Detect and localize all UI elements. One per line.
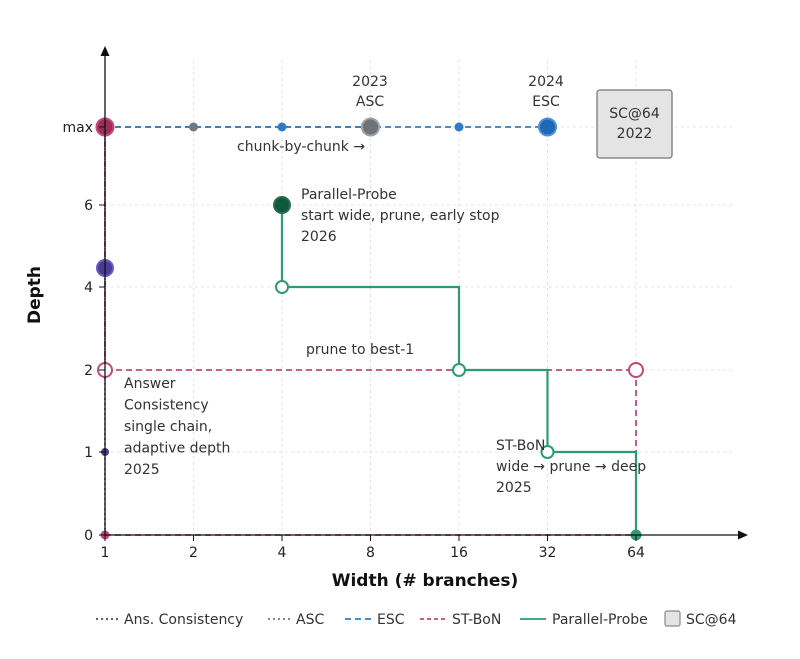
legend-label-stbon: ST-BoN <box>452 612 501 628</box>
x-tick-label-8: 8 <box>366 545 375 561</box>
chunk-annotation: chunk-by-chunk → <box>237 139 365 155</box>
stbon-annotation: ST-BoN wide → prune → deep 2025 <box>496 438 646 496</box>
y-axis-arrow <box>100 46 110 56</box>
stbon-annotation-line-1: wide → prune → deep <box>496 459 646 475</box>
prune-annotation: prune to best-1 <box>306 342 414 358</box>
asc-annotation-line-0: 2023 <box>352 74 388 90</box>
asc-point-2 <box>189 122 198 132</box>
legend-item-sc64: SC@64 <box>664 610 737 628</box>
esc-point-32 <box>538 117 557 137</box>
x-axis-title: Width (# branches) <box>332 571 519 591</box>
stbon-annotation-line-0: ST-BoN <box>496 438 545 454</box>
asc-annotation-line-1: ASC <box>356 94 384 110</box>
pp-annotation-line-1: start wide, prune, early stop <box>301 208 500 224</box>
pp-annotation: Parallel-Probe start wide, prune, early s… <box>301 187 500 245</box>
x-axis-arrow <box>738 530 748 540</box>
esc-annotation: 2024 ESC <box>528 74 564 110</box>
pp-annotation-line-2: 2026 <box>301 229 337 245</box>
y-axis-title: Depth <box>25 266 45 324</box>
y-tick-label-4: 4 <box>84 280 93 296</box>
sc64-box <box>596 89 673 159</box>
pp-point-16-2 <box>452 363 466 377</box>
x-tick-label-32: 32 <box>539 545 557 561</box>
series-layer <box>95 117 644 541</box>
x-tick-label-4: 4 <box>278 545 287 561</box>
series-line-pp <box>280 205 638 535</box>
legend-item-asc: ASC <box>268 612 324 628</box>
legend-item-pp: Parallel-Probe <box>520 612 648 628</box>
esc-annotation-line-1: ESC <box>532 94 560 110</box>
legend-label-sc64: SC@64 <box>686 612 737 628</box>
esc-annotation-line-0: 2024 <box>528 74 564 90</box>
pp-annotation-line-0: Parallel-Probe <box>301 187 397 203</box>
legend-item-esc: ESC <box>345 612 405 628</box>
legend-item-ans: Ans. Consistency <box>96 612 243 628</box>
legend-label-pp: Parallel-Probe <box>552 612 648 628</box>
y-tick-label-1: 1 <box>84 445 93 461</box>
esc-point-4 <box>277 122 287 132</box>
stbon-annotation-line-2: 2025 <box>496 480 532 496</box>
sc64-label: SC@64 <box>609 106 660 122</box>
esc-point-16 <box>454 122 464 132</box>
legend-swatch-sc64 <box>664 610 681 627</box>
annotations: SC@64 2022 2023 ASC 2024 ESC chunk-by-chunk → P… <box>124 74 673 496</box>
x-tick-label-2: 2 <box>189 545 198 561</box>
ans-annotation-line-0: Answer <box>124 376 176 392</box>
legend-label-asc: ASC <box>296 612 324 628</box>
x-tick-label-1: 1 <box>101 545 110 561</box>
pp-point-4-4 <box>275 280 289 294</box>
y-tick-label-max: max <box>62 120 93 136</box>
x-tick-label-16: 16 <box>450 545 468 561</box>
ans-annotation: Answer Consistency single chain, adaptive d… <box>124 376 230 478</box>
pp-point-4-6 <box>273 196 291 214</box>
y-tick-label-6: 6 <box>84 198 93 214</box>
ans-annotation-line-2: single chain, <box>124 419 212 435</box>
sc64-annotation: SC@64 2022 <box>596 89 673 159</box>
ans-annotation-line-4: 2025 <box>124 462 160 478</box>
stbon-point-64-2 <box>628 362 644 378</box>
legend: Ans. Consistency ASC ESC ST-BoN Parallel-Pro… <box>96 610 737 628</box>
y-tick-label-2: 2 <box>84 363 93 379</box>
ans-annotation-line-3: adaptive depth <box>124 441 230 457</box>
x-tick-label-64: 64 <box>627 545 645 561</box>
legend-label-esc: ESC <box>377 612 405 628</box>
y-tick-label-0: 0 <box>84 528 93 544</box>
asc-point-8 <box>361 117 380 137</box>
legend-label-ans: Ans. Consistency <box>124 612 243 628</box>
sc64-year: 2022 <box>617 126 653 142</box>
asc-annotation: 2023 ASC <box>352 74 388 110</box>
ans-annotation-line-1: Consistency <box>124 398 209 414</box>
legend-item-stbon: ST-BoN <box>420 612 501 628</box>
pp-point-32-1 <box>540 445 555 459</box>
